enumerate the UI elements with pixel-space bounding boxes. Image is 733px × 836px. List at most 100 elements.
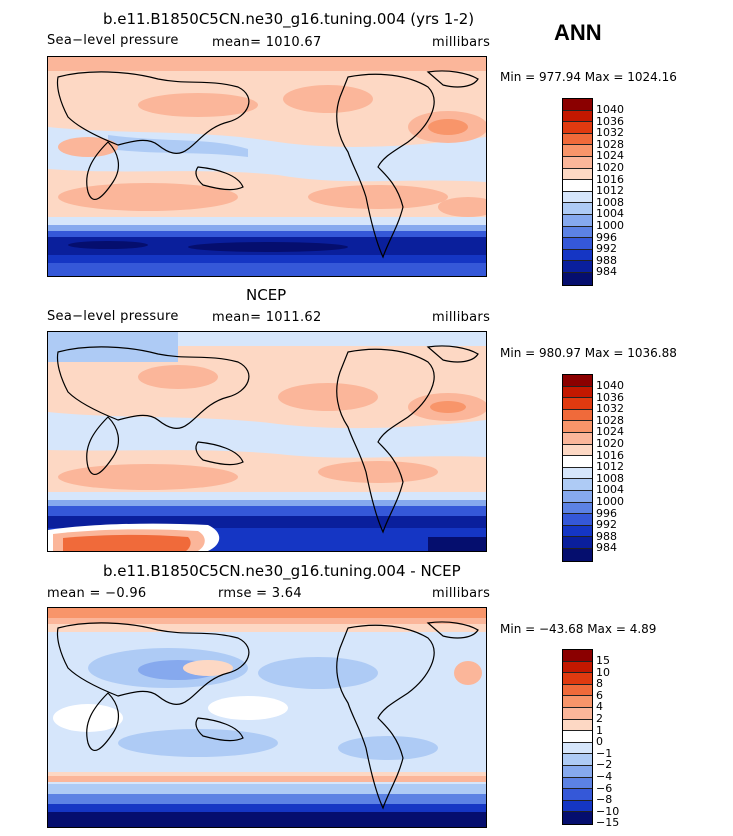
colorbar-level-label: 984	[596, 541, 617, 555]
colorbar-level-label: −6	[596, 781, 613, 795]
colorbar-level-label: 1012	[596, 184, 624, 198]
colorbar-level-label: 1020	[596, 436, 624, 450]
minmax-label-diff: Min = −43.68 Max = 4.89	[500, 622, 657, 636]
colorbar-level-label: −10	[596, 804, 620, 818]
colorbar-swatch	[563, 261, 592, 273]
colorbar-level-label: 1032	[596, 402, 624, 416]
panel-title-ncep: NCEP	[246, 286, 287, 304]
panel-title-diff: b.e11.B1850C5CN.ne30_g16.tuning.004 - NC…	[103, 562, 461, 580]
colorbar-swatch	[563, 110, 592, 123]
colorbar-swatch	[563, 272, 592, 285]
colorbar-swatch	[563, 421, 592, 433]
colorbar-swatch	[563, 525, 592, 538]
minmax-label-model: Min = 977.94 Max = 1024.16	[500, 70, 677, 84]
colorbar-level-label: 1040	[596, 379, 624, 392]
colorbar-level-label: 984	[596, 265, 617, 279]
colorbar-swatch	[563, 707, 592, 720]
colorbar-swatch	[563, 490, 592, 503]
colorbar-level-label: 1016	[596, 448, 624, 462]
colorbar-swatch	[563, 684, 592, 697]
colorbar-swatch	[563, 650, 592, 662]
variable-label-ncep: Sea−level pressure	[47, 309, 179, 324]
colorbar-level-label: 1024	[596, 149, 624, 163]
colorbar-swatch	[563, 456, 592, 468]
mean-label-diff: mean = −0.96	[47, 586, 147, 601]
colorbar-level-label: −15	[596, 816, 620, 830]
colorbar-level-label: 1028	[596, 137, 624, 151]
colorbar-level-label: 2	[596, 711, 603, 725]
mean-label-ncep: mean= 1011.62	[212, 310, 322, 325]
mean-label-model: mean= 1010.67	[212, 35, 322, 50]
colorbar-swatch	[563, 156, 592, 169]
colorbar-level-label: 10	[596, 665, 610, 679]
colorbar-swatch	[563, 661, 592, 674]
colorbar-level-label: 1	[596, 723, 603, 737]
colorbar-level-label: 1004	[596, 483, 624, 497]
colorbar-swatch	[563, 789, 592, 801]
colorbar-ncep	[562, 374, 593, 562]
colorbar-swatch	[563, 719, 592, 732]
colorbar-swatch	[563, 386, 592, 399]
colorbar-model	[562, 98, 593, 286]
colorbar-level-label: 1036	[596, 114, 624, 128]
colorbar-swatch	[563, 754, 592, 766]
colorbar-swatch	[563, 409, 592, 422]
colorbar-swatch	[563, 238, 592, 250]
colorbar-swatch	[563, 479, 592, 491]
colorbar-level-label: 1032	[596, 126, 624, 140]
colorbar-swatch	[563, 226, 592, 239]
colorbar-swatch	[563, 765, 592, 778]
colorbar-swatch	[563, 375, 592, 387]
colorbar-swatch	[563, 731, 592, 743]
colorbar-diff	[562, 649, 593, 825]
colorbar-swatch	[563, 548, 592, 561]
colorbar-swatch	[563, 467, 592, 480]
colorbar-swatch	[563, 432, 592, 445]
rmse-label-diff: rmse = 3.64	[218, 586, 302, 601]
colorbar-level-label: −8	[596, 793, 613, 807]
colorbar-level-label: −4	[596, 769, 613, 783]
colorbar-swatch	[563, 249, 592, 262]
colorbar-labels-ncep: 1040 1036 1032 1028 1024 1020 1016 1012 1008 1004…	[596, 380, 624, 554]
colorbar-level-label: 15	[596, 654, 610, 667]
colorbar-level-label: −2	[596, 758, 613, 772]
colorbar-swatch	[563, 696, 592, 708]
colorbar-swatch	[563, 191, 592, 204]
colorbar-swatch	[563, 444, 592, 457]
colorbar-swatch	[563, 777, 592, 790]
colorbar-swatch	[563, 133, 592, 146]
slp-map-ncep	[47, 331, 487, 552]
colorbar-swatch	[563, 800, 592, 813]
colorbar-level-label: 1012	[596, 460, 624, 474]
colorbar-level-label: 1036	[596, 390, 624, 404]
colorbar-level-label: 4	[596, 700, 603, 714]
colorbar-labels-diff: 15 10 8 6 4 2 1 0 −1 −2 −4 −6 −8 −10 −15	[596, 655, 619, 829]
colorbar-swatch	[563, 122, 592, 134]
season-label: ANN	[554, 20, 602, 45]
colorbar-level-label: 992	[596, 518, 617, 532]
units-label-diff: millibars	[432, 586, 491, 601]
colorbar-level-label: 1008	[596, 471, 624, 485]
colorbar-swatch	[563, 812, 592, 824]
colorbar-level-label: 988	[596, 529, 617, 543]
units-label-ncep: millibars	[432, 310, 491, 325]
panel-title-model: b.e11.B1850C5CN.ne30_g16.tuning.004 (yrs…	[103, 10, 475, 28]
colorbar-level-label: 1000	[596, 218, 624, 232]
units-label-model: millibars	[432, 35, 491, 50]
colorbar-level-label: 996	[596, 230, 617, 244]
colorbar-swatch	[563, 537, 592, 549]
colorbar-swatch	[563, 203, 592, 215]
slp-map-diff	[47, 607, 487, 828]
colorbar-swatch	[563, 180, 592, 192]
colorbar-level-label: −1	[596, 746, 613, 760]
colorbar-swatch	[563, 514, 592, 526]
colorbar-swatch	[563, 742, 592, 755]
colorbar-swatch	[563, 214, 592, 227]
colorbar-swatch	[563, 145, 592, 157]
colorbar-level-label: 0	[596, 735, 603, 749]
colorbar-swatch	[563, 502, 592, 515]
colorbar-level-label: 988	[596, 253, 617, 267]
colorbar-level-label: 1016	[596, 172, 624, 186]
minmax-label-ncep: Min = 980.97 Max = 1036.88	[500, 346, 677, 360]
colorbar-labels-model: 1040 1036 1032 1028 1024 1020 1016 1012 1008 1004…	[596, 104, 624, 278]
